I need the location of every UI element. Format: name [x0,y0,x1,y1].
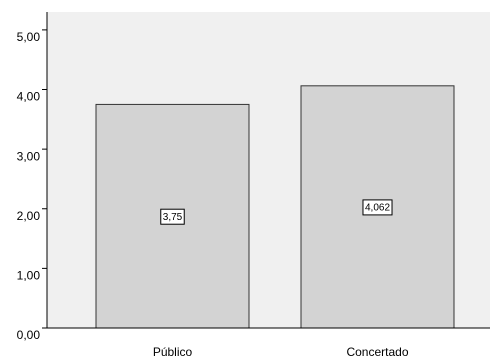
y-tick-label: 2,00 [17,209,41,223]
y-tick-label: 5,00 [17,30,41,44]
y-tick-label: 4,00 [17,90,41,104]
value-label: 3,75 [163,212,183,223]
y-tick-label: 0,00 [17,328,41,342]
x-tick-label: Concertado [346,345,408,359]
value-label: 4,062 [365,203,390,214]
value-label-box [362,199,393,216]
bar [95,103,250,329]
y-tick-label: 3,00 [17,149,41,163]
y-tick-label: 1,00 [17,269,41,283]
x-tick-label: Público [153,345,193,359]
value-label-box [160,208,185,225]
